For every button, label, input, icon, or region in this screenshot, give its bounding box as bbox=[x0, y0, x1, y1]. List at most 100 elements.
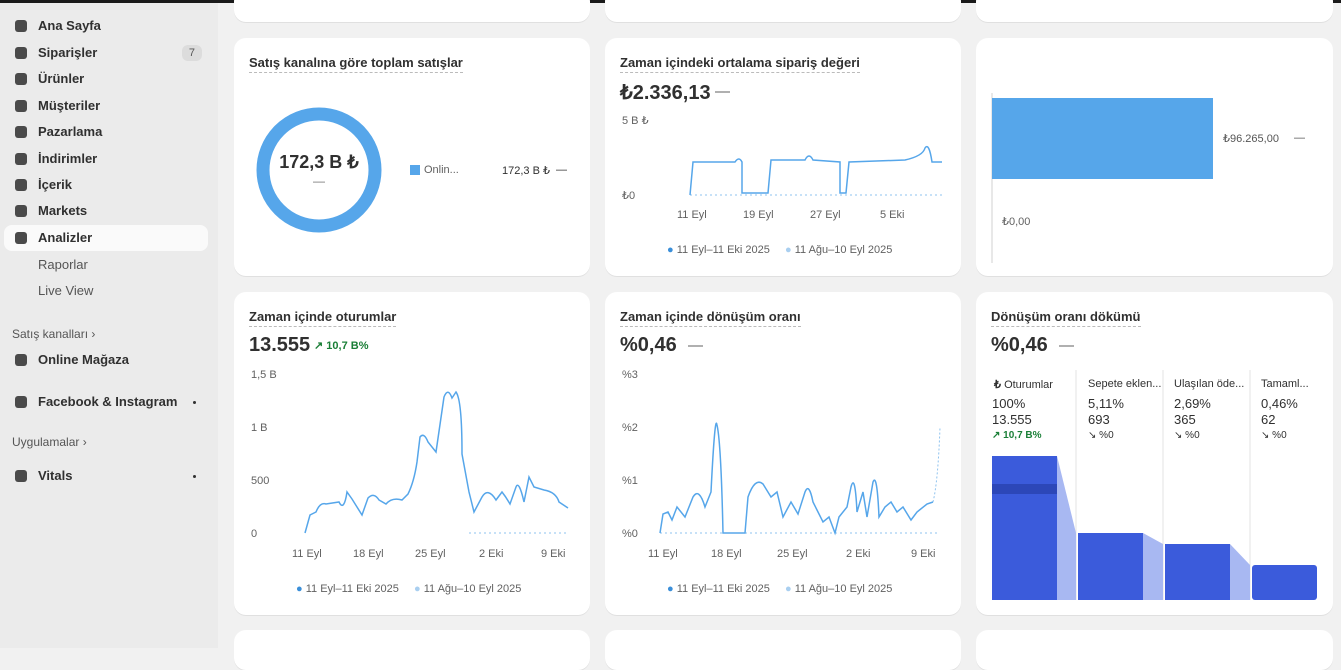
legend-label: 11 Eyl–11 Eki 2025 bbox=[676, 244, 770, 256]
bar-label: ₺96.265,00 bbox=[1223, 133, 1279, 145]
bar-chart bbox=[991, 93, 1213, 263]
nav-label: Online Mağaza bbox=[38, 352, 130, 367]
nav-label: Analizler bbox=[38, 230, 93, 245]
y-tick-label: %3 bbox=[622, 369, 638, 381]
step-name: Sepete eklen... bbox=[1088, 378, 1162, 390]
card-title: Satış kanalına göre toplam satışlar bbox=[249, 55, 463, 73]
funnel-bar bbox=[1165, 544, 1230, 600]
section-heading[interactable]: Uygulamalar › bbox=[12, 435, 87, 449]
x-tick-label: 11 Eyl bbox=[677, 209, 707, 221]
card bbox=[605, 630, 961, 670]
x-tick-label: 18 Eyl bbox=[711, 548, 742, 560]
nav-item[interactable]: Müşteriler bbox=[4, 93, 208, 119]
legend-item: ● 11 Eyl–11 Eki 2025 bbox=[667, 583, 770, 595]
nav-item[interactable]: Facebook & Instagram bbox=[4, 389, 208, 415]
step-count: 365 bbox=[1174, 412, 1196, 427]
card-title: Zaman içinde oturumlar bbox=[249, 309, 397, 327]
nav-item[interactable]: İndirimler bbox=[4, 146, 208, 172]
funnel-connector bbox=[1057, 456, 1076, 600]
y-tick-label: %1 bbox=[622, 475, 638, 487]
legend-item: ● 11 Eyl–11 Eki 2025 bbox=[667, 244, 770, 256]
section-heading[interactable]: Satış kanalları › bbox=[12, 327, 96, 341]
step-name: Tamaml... bbox=[1261, 378, 1309, 390]
donut-value: 172,3 B ₺ bbox=[279, 152, 359, 172]
legend-label: 11 Ağu–10 Eyl 2025 bbox=[423, 583, 522, 595]
card bbox=[976, 630, 1333, 670]
y-tick-label: %0 bbox=[622, 528, 638, 540]
y-tick-label: ₺0 bbox=[622, 190, 636, 202]
y-tick-label: 1,5 B bbox=[251, 369, 277, 381]
legend-label: 11 Ağu–10 Eyl 2025 bbox=[794, 244, 893, 256]
nav-item[interactable]: Markets bbox=[4, 198, 208, 224]
subnav-item[interactable]: Live View bbox=[38, 283, 94, 298]
legend-item: ● 11 Ağu–10 Eyl 2025 bbox=[785, 244, 893, 256]
funnel-chart bbox=[992, 370, 1317, 600]
metric-value: %0,46 bbox=[991, 334, 1048, 356]
step-name: Ulaşılan öde... bbox=[1174, 378, 1245, 390]
metric-change: ↗ 10,7 B% bbox=[314, 340, 369, 352]
current-line bbox=[304, 390, 569, 534]
line-chart bbox=[689, 145, 942, 196]
card bbox=[605, 0, 961, 22]
y-tick-label: 500 bbox=[251, 475, 270, 487]
metric-change: — bbox=[1059, 337, 1074, 354]
line-chart bbox=[659, 422, 941, 536]
x-tick-label: 2 Eki bbox=[846, 548, 871, 560]
donut-ring bbox=[256, 107, 382, 233]
legend-label: 11 Eyl–11 Eki 2025 bbox=[305, 583, 399, 595]
metric-value: %0,46 bbox=[620, 334, 677, 356]
change-text: 10,7 B% bbox=[1003, 430, 1042, 441]
step-change: ↗ 10,7 B% bbox=[992, 430, 1042, 441]
y-tick-label: 5 B ₺ bbox=[622, 115, 649, 127]
card bbox=[234, 0, 590, 22]
metric-change: — bbox=[715, 83, 730, 100]
step-percent: 5,11% bbox=[1088, 396, 1124, 411]
x-tick-label: 5 Eki bbox=[880, 209, 905, 221]
y-tick-label: %2 bbox=[622, 422, 638, 434]
nav-item[interactable]: Online Mağaza bbox=[4, 347, 208, 373]
change-text: %0 bbox=[1185, 430, 1200, 441]
metric-value: ₺2.336,13 bbox=[620, 82, 711, 104]
card-title: Zaman içindeki ortalama sipariş değeri bbox=[620, 55, 860, 73]
nav-item[interactable]: Pazarlama bbox=[4, 119, 208, 145]
funnel-connector bbox=[1230, 544, 1250, 600]
nav-item[interactable]: Siparişler 7 bbox=[4, 40, 208, 66]
funnel-connector bbox=[1143, 533, 1163, 600]
legend-name: Onlin... bbox=[424, 164, 459, 176]
nav-label: Siparişler bbox=[38, 45, 98, 60]
step-name-text: Oturumlar bbox=[1004, 379, 1053, 391]
funnel-bar bbox=[992, 456, 1057, 600]
bar bbox=[992, 98, 1213, 179]
change-text: 10,7 B% bbox=[326, 340, 369, 352]
nav-label: İndirimler bbox=[38, 151, 98, 166]
donut bbox=[256, 107, 420, 233]
x-tick-label: 27 Eyl bbox=[810, 209, 841, 221]
x-tick-label: 9 Eki bbox=[541, 548, 566, 560]
metric-value: 13.555 bbox=[249, 334, 311, 356]
donut-sub: — bbox=[313, 174, 325, 188]
step-percent: 0,46% bbox=[1261, 396, 1298, 411]
funnel-bar bbox=[1078, 533, 1143, 600]
nav-item[interactable]: Analizler bbox=[4, 225, 208, 251]
legend-value: 172,3 B ₺ bbox=[502, 165, 550, 177]
card: Dönüşüm oranı dökümü %0,46 — ₺ Oturumlar… bbox=[976, 292, 1333, 615]
nav-item[interactable]: Vitals bbox=[4, 463, 208, 489]
card: Zaman içinde oturumlar 13.555 ↗ 10,7 B% … bbox=[234, 292, 590, 615]
nav-label: Ana Sayfa bbox=[38, 18, 101, 33]
nav-item[interactable]: İçerik bbox=[4, 172, 208, 198]
x-tick-label: 18 Eyl bbox=[353, 548, 384, 560]
subnav-item[interactable]: Raporlar bbox=[38, 257, 88, 272]
line-chart bbox=[304, 390, 569, 534]
step-percent: 100% bbox=[992, 396, 1026, 411]
x-tick-label: 2 Eki bbox=[479, 548, 504, 560]
y-tick-label: 0 bbox=[251, 528, 258, 540]
current-line bbox=[659, 422, 934, 536]
nav-item[interactable]: Ürünler bbox=[4, 66, 208, 92]
nav-item[interactable]: Ana Sayfa bbox=[4, 13, 208, 39]
card: Zaman içindeki ortalama sipariş değeri ₺… bbox=[605, 38, 961, 276]
legend-swatch bbox=[410, 165, 420, 175]
heading-text: Uygulamalar bbox=[12, 435, 80, 449]
metric-change: — bbox=[688, 337, 703, 354]
nav-label: İçerik bbox=[38, 177, 72, 192]
